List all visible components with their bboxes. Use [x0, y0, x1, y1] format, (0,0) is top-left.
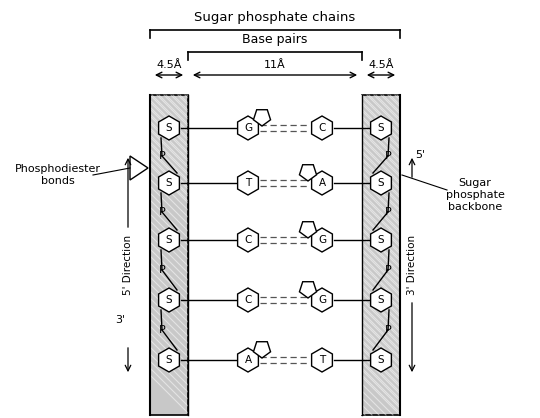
Text: P: P [159, 325, 165, 335]
Text: Base pairs: Base pairs [242, 33, 308, 46]
Polygon shape [159, 228, 179, 252]
Polygon shape [159, 116, 179, 140]
Text: 4.5Å: 4.5Å [156, 60, 182, 70]
Text: T: T [319, 355, 325, 365]
Text: S: S [166, 235, 172, 245]
Text: A: A [319, 178, 326, 188]
Text: P: P [384, 207, 391, 217]
Polygon shape [300, 222, 316, 238]
Polygon shape [312, 288, 333, 312]
Text: C: C [318, 123, 326, 133]
Text: S: S [166, 178, 172, 188]
Polygon shape [159, 171, 179, 195]
Text: 3': 3' [115, 315, 125, 325]
Polygon shape [312, 348, 333, 372]
Text: 4.5Å: 4.5Å [368, 60, 394, 70]
Text: C: C [244, 235, 252, 245]
Text: S: S [166, 355, 172, 365]
Polygon shape [253, 110, 271, 126]
Text: P: P [384, 325, 391, 335]
Text: G: G [244, 123, 252, 133]
Polygon shape [300, 282, 316, 298]
Text: S: S [377, 355, 384, 365]
Text: 3' Direction: 3' Direction [407, 235, 417, 295]
Text: P: P [159, 207, 165, 217]
Polygon shape [238, 116, 259, 140]
Polygon shape [159, 348, 179, 372]
Polygon shape [238, 348, 259, 372]
Text: 5' Direction: 5' Direction [123, 235, 133, 295]
Text: Sugar phosphate chains: Sugar phosphate chains [194, 12, 356, 25]
Text: G: G [318, 235, 326, 245]
Text: A: A [245, 355, 252, 365]
Text: C: C [244, 295, 252, 305]
Text: G: G [318, 295, 326, 305]
Polygon shape [238, 288, 259, 312]
Text: S: S [166, 295, 172, 305]
Polygon shape [312, 171, 333, 195]
Polygon shape [253, 342, 271, 358]
Text: T: T [245, 178, 251, 188]
Text: S: S [377, 178, 384, 188]
Text: P: P [159, 265, 165, 275]
Polygon shape [370, 228, 392, 252]
Polygon shape [238, 228, 259, 252]
Text: S: S [377, 123, 384, 133]
Text: 11Å: 11Å [264, 60, 286, 70]
Polygon shape [188, 95, 362, 415]
Text: P: P [159, 151, 165, 161]
Polygon shape [238, 171, 259, 195]
Polygon shape [362, 95, 400, 415]
Text: S: S [377, 235, 384, 245]
Polygon shape [312, 228, 333, 252]
Polygon shape [150, 95, 188, 415]
Text: S: S [377, 295, 384, 305]
Polygon shape [370, 116, 392, 140]
Polygon shape [370, 171, 392, 195]
Polygon shape [370, 348, 392, 372]
Polygon shape [159, 288, 179, 312]
Polygon shape [370, 288, 392, 312]
Text: S: S [166, 123, 172, 133]
Text: 5': 5' [415, 150, 425, 160]
Polygon shape [312, 116, 333, 140]
Text: Phosphodiester
bonds: Phosphodiester bonds [15, 164, 101, 186]
Text: Sugar
phosphate
backbone: Sugar phosphate backbone [446, 178, 504, 212]
Polygon shape [300, 165, 316, 181]
Text: P: P [384, 265, 391, 275]
Text: P: P [384, 151, 391, 161]
